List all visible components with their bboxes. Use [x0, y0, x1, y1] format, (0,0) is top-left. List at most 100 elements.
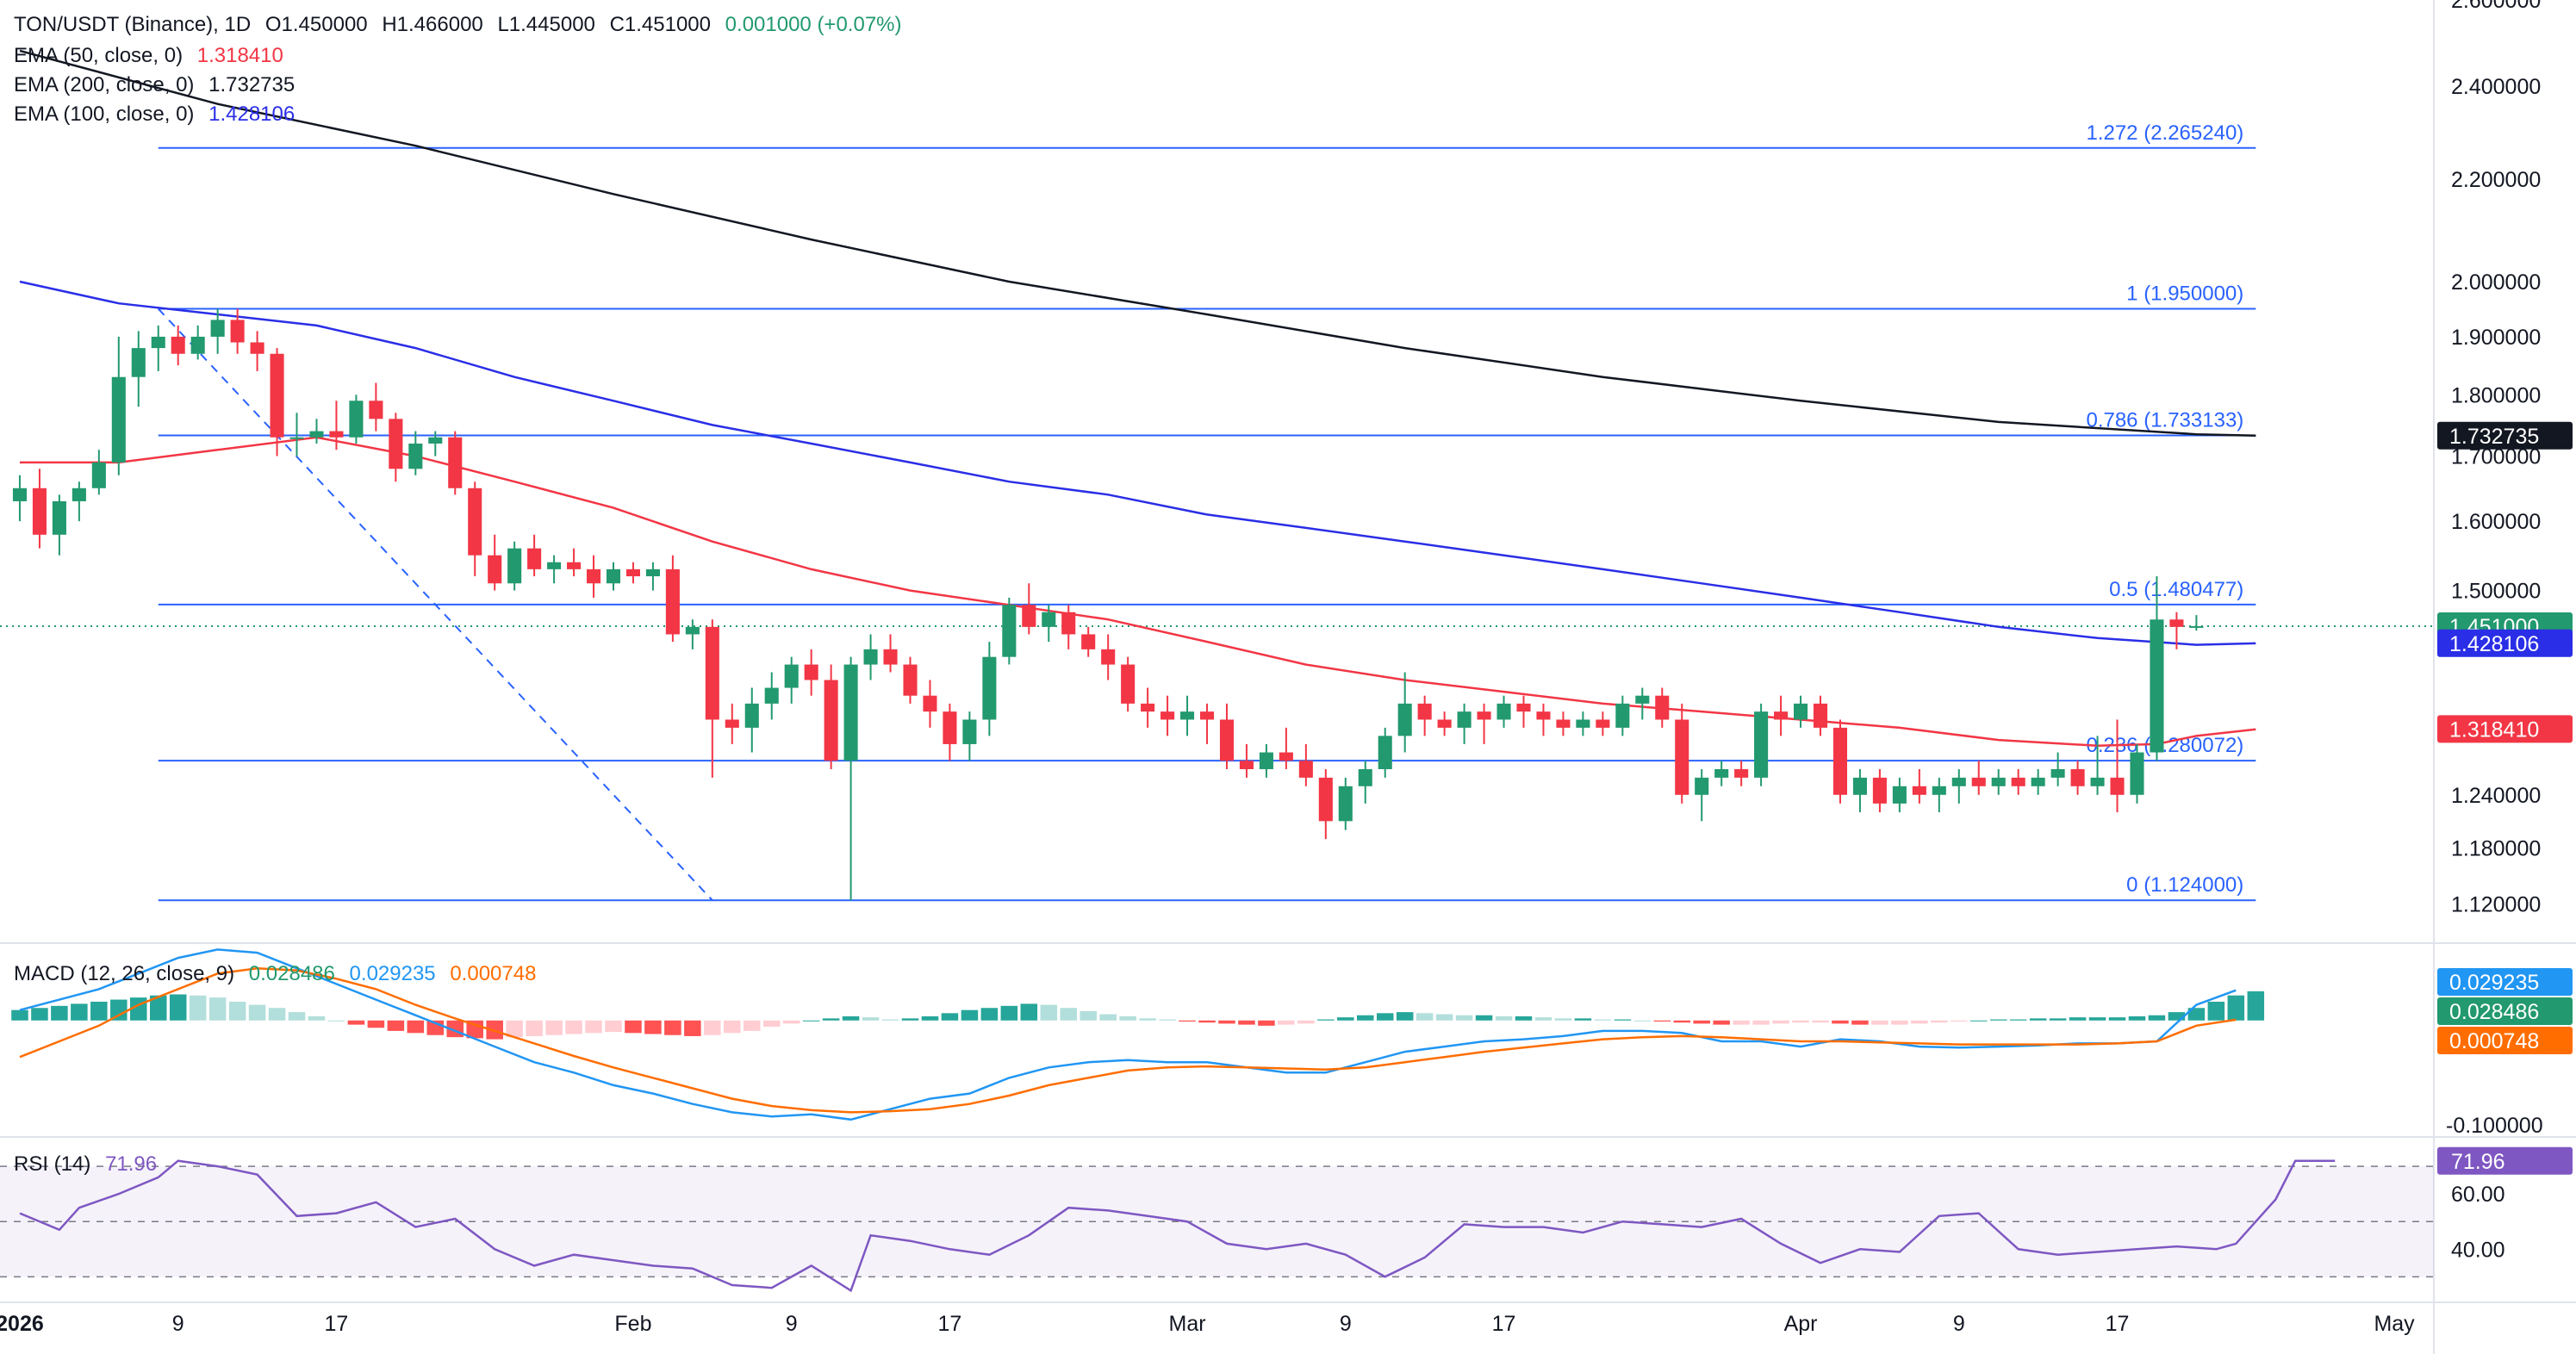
candle	[1695, 777, 1709, 795]
macd-histogram-bar	[1080, 1010, 1097, 1021]
candle	[1971, 777, 1986, 786]
price-badge	[2437, 629, 2573, 657]
candle	[1022, 605, 1036, 627]
candle	[2110, 777, 2125, 795]
macd-histogram-bar	[684, 1020, 701, 1036]
macd-histogram-bar	[1515, 1016, 1533, 1021]
fib-level-label: 1.272 (2.265240)	[2086, 121, 2243, 145]
macd-histogram-bar	[2148, 1015, 2166, 1021]
macd-histogram-bar	[387, 1020, 405, 1031]
price-badge-label: 1.732735	[2449, 425, 2539, 449]
rsi-legend[interactable]: RSI (14) 71.96	[14, 1152, 165, 1177]
macd-histogram-bar	[644, 1020, 662, 1034]
macd-badge	[2437, 968, 2573, 996]
time-axis-label: 9	[172, 1312, 184, 1336]
candle	[230, 320, 245, 343]
macd-histogram-bar	[189, 995, 207, 1021]
candle	[1932, 786, 1946, 795]
candle	[488, 555, 502, 584]
rsi-label: RSI (14)	[14, 1152, 91, 1176]
candle	[2090, 777, 2105, 786]
candle	[428, 437, 443, 444]
candle	[2050, 769, 2065, 778]
time-axis-label: Feb	[614, 1312, 651, 1336]
candle	[824, 680, 838, 761]
macd-histogram-bar	[2247, 991, 2265, 1021]
macd-histogram-bar	[90, 1001, 108, 1021]
ema100-label: EMA (100, close, 0)	[14, 102, 195, 126]
candle	[1596, 719, 1610, 728]
candle	[72, 488, 86, 501]
macd-histogram-bar	[526, 1020, 543, 1036]
macd-histogram-bar	[2207, 1001, 2225, 1021]
macd-histogram-bar	[1139, 1018, 1156, 1021]
macd-histogram-bar	[1554, 1018, 1572, 1021]
ema50-legend[interactable]: EMA (50, close, 0) 1.318410	[14, 43, 292, 69]
candle	[190, 336, 205, 354]
candle	[1338, 786, 1353, 822]
candle	[586, 568, 601, 584]
ema100-legend[interactable]: EMA (100, close, 0) 1.428106	[14, 102, 303, 127]
macd-histogram-bar	[1989, 1019, 2007, 1021]
ema100-value: 1.428106	[208, 102, 296, 126]
candle	[1160, 711, 1175, 720]
price-tick-label: 2.600000	[2451, 0, 2541, 13]
candle	[547, 562, 562, 569]
candle	[2130, 752, 2144, 795]
macd-histogram-bar	[941, 1013, 959, 1021]
candle	[962, 719, 977, 744]
macd-histogram-bar	[605, 1020, 622, 1033]
macd-histogram-bar	[664, 1020, 681, 1035]
macd-histogram-bar	[2009, 1019, 2027, 1021]
candle	[1397, 703, 1412, 736]
fib-level-label: 0 (1.124000)	[2126, 873, 2243, 897]
candle	[1298, 761, 1313, 778]
rsi-badge-label: 71.96	[2451, 1150, 2505, 1174]
macd-histogram-bar	[1000, 1005, 1018, 1021]
price-badge-label: 1.318410	[2449, 717, 2539, 742]
candle	[131, 348, 146, 377]
macd-histogram-bar	[822, 1018, 840, 1021]
candle	[270, 353, 284, 438]
candle	[1477, 711, 1491, 720]
macd-badge-label: 0.029235	[2449, 971, 2539, 995]
macd-histogram-bar	[71, 1003, 88, 1021]
macd-histogram-bar	[901, 1018, 919, 1021]
macd-histogram-bar	[1653, 1020, 1671, 1022]
candle	[1991, 777, 2006, 786]
candle	[1734, 769, 1749, 778]
macd-histogram-bar	[2069, 1017, 2087, 1021]
price-tick-label: 1.600000	[2451, 510, 2541, 534]
candle	[1378, 736, 1392, 770]
macd-histogram-bar	[1693, 1020, 1710, 1024]
macd-histogram-bar	[1495, 1016, 1513, 1021]
ema200-line	[19, 49, 2256, 438]
candle	[625, 568, 640, 577]
ema200-label: EMA (200, close, 0)	[14, 73, 195, 96]
macd-legend[interactable]: MACD (12, 26, close, 9) 0.028486 0.02923…	[14, 961, 544, 987]
candle	[1199, 711, 1215, 720]
macd-histogram-bar	[1891, 1020, 1908, 1025]
macd-histogram-bar	[1951, 1020, 1968, 1022]
macd-histogram-bar	[2227, 995, 2245, 1021]
macd-histogram-bar	[842, 1016, 860, 1021]
macd-histogram-bar	[367, 1020, 385, 1028]
candle	[2169, 619, 2184, 627]
candle	[665, 568, 680, 635]
candle	[1457, 711, 1472, 728]
candle	[1576, 719, 1590, 728]
price-tick-label: 1.180000	[2451, 837, 2541, 861]
macd-histogram-bar	[1416, 1013, 1434, 1021]
macd-histogram-bar	[1633, 1020, 1652, 1022]
macd-histogram-bar	[1159, 1019, 1176, 1021]
macd-histogram-bar	[169, 994, 187, 1021]
candle	[725, 719, 739, 728]
candle	[349, 401, 364, 438]
candle	[111, 376, 126, 463]
time-axis-label: 17	[325, 1312, 349, 1336]
ema200-legend[interactable]: EMA (200, close, 0) 1.732735	[14, 72, 303, 98]
macd-histogram-bar	[1356, 1015, 1374, 1021]
candle	[1754, 711, 1769, 778]
candle	[1556, 719, 1571, 728]
